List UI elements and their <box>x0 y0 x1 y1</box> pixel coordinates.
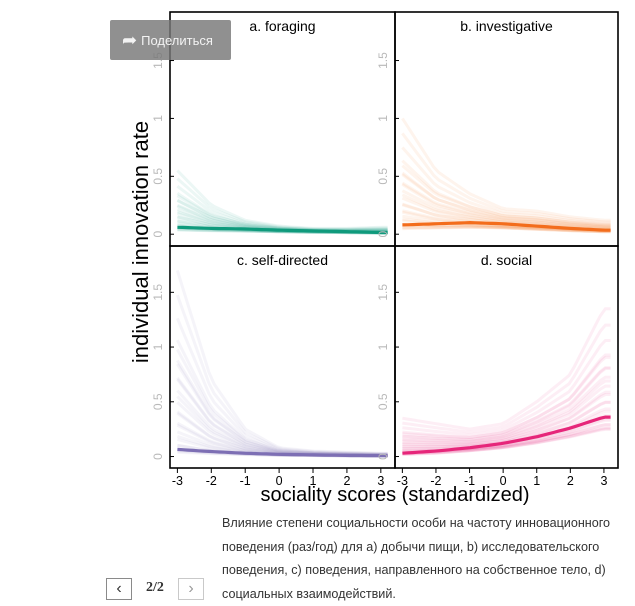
pagination: ‹ 2/2 › <box>106 578 204 595</box>
panel-1: b. investigative 0 0.5 1 1.5 <box>376 12 618 246</box>
y-axis-label: individual innovation rate <box>128 121 153 363</box>
caption-line: поведения, с) поведения, направленного н… <box>222 559 632 583</box>
x-tick-label: 1 <box>533 474 540 488</box>
caption-line: поведения (раз/год) для а) добычи пищи, … <box>222 536 632 560</box>
y-tick-label: 1.5 <box>151 284 165 301</box>
panel-title: d. social <box>481 252 532 268</box>
share-arrow-icon: ➦ <box>122 31 137 49</box>
next-page-button[interactable]: › <box>178 578 204 600</box>
prev-page-button[interactable]: ‹ <box>106 578 132 600</box>
x-tick-label: 2 <box>567 474 574 488</box>
y-tick-label: 0.5 <box>376 168 390 185</box>
y-tick-label: 0 <box>151 231 165 238</box>
panel-title: b. investigative <box>460 18 553 34</box>
x-tick-label: -1 <box>240 474 251 488</box>
y-tick-label: 1 <box>151 343 165 350</box>
x-tick-label: -3 <box>172 474 183 488</box>
y-tick-label: 0 <box>376 231 390 238</box>
innovation-rate-figure: a. foraging 0 0.5 1 1.5 b. investigative 0 0.5 1… <box>0 0 635 510</box>
y-tick-label: 1 <box>376 343 390 350</box>
caption-line: Влияние степени социальности особи на ча… <box>222 512 632 536</box>
chart-panels: a. foraging 0 0.5 1 1.5 b. investigative 0 0.5 1… <box>151 12 618 488</box>
y-tick-label: 0.5 <box>376 393 390 410</box>
y-tick-label: 0.5 <box>151 168 165 185</box>
x-tick-label: -2 <box>206 474 217 488</box>
share-button[interactable]: ➦ Поделиться <box>110 20 231 60</box>
figure-caption: Влияние степени социальности особи на ча… <box>222 512 632 606</box>
panel-title: a. foraging <box>249 18 315 34</box>
chevron-left-icon: ‹ <box>116 580 121 598</box>
x-axis-label: sociality scores (standardized) <box>261 484 530 506</box>
y-tick-label: 1.5 <box>376 52 390 69</box>
y-tick-label: 0 <box>376 453 390 460</box>
y-tick-label: 1 <box>151 115 165 122</box>
y-tick-label: 1.5 <box>376 284 390 301</box>
y-tick-label: 0 <box>151 453 165 460</box>
x-tick-label: 3 <box>600 474 607 488</box>
y-tick-label: 1 <box>376 115 390 122</box>
chevron-right-icon: › <box>188 580 193 598</box>
caption-line: социальных взаимодействий. <box>222 583 632 606</box>
panel-title: c. self-directed <box>237 252 328 268</box>
y-tick-label: 0.5 <box>151 393 165 410</box>
page-counter: 2/2 <box>132 578 178 598</box>
share-label: Поделиться <box>141 33 213 48</box>
